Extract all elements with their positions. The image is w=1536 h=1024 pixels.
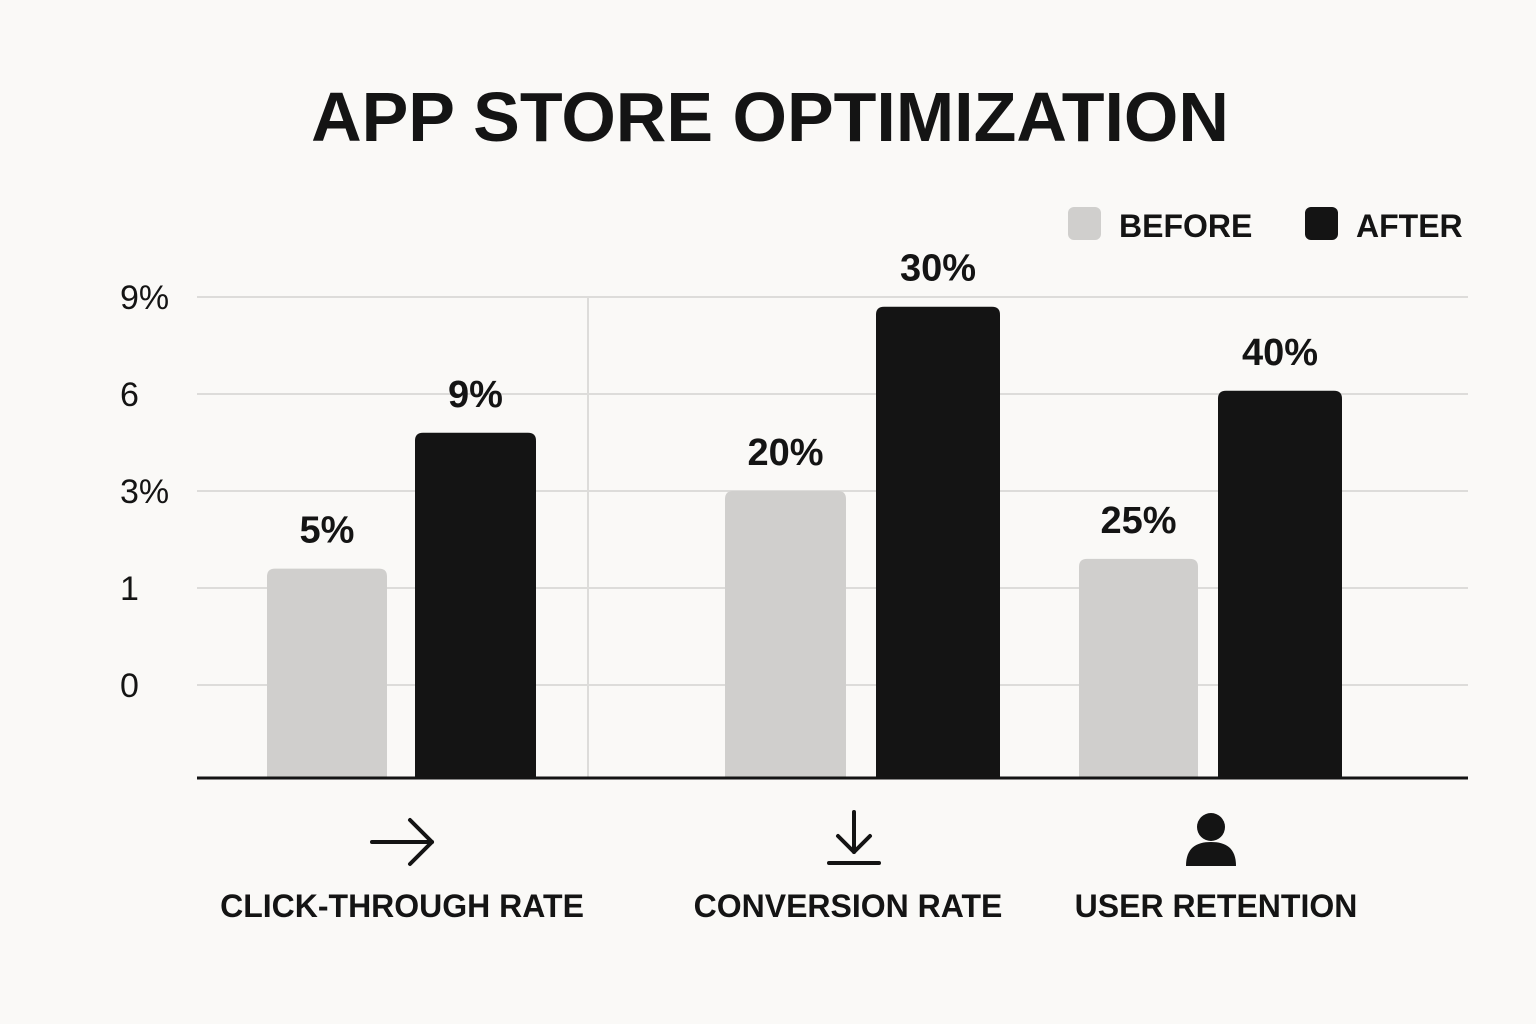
bar-after-user-retention	[1218, 390, 1342, 778]
value-label-before-conversion-rate: 20%	[747, 432, 823, 474]
category-label-conversion-rate: CONVERSION RATE	[694, 888, 1003, 924]
y-tick-label: 1	[120, 570, 139, 608]
value-label-after-user-retention: 40%	[1242, 332, 1318, 374]
legend: BEFORE AFTER	[1068, 207, 1463, 244]
category-labels: CLICK-THROUGH RATE CONVERSION RATE USER RE…	[220, 888, 1357, 924]
download-icon	[827, 810, 881, 865]
y-tick-label: 9%	[120, 279, 169, 317]
bar-after-conversion-rate	[876, 306, 1000, 778]
value-label-after-conversion-rate: 30%	[900, 248, 976, 290]
legend-swatch-before	[1068, 207, 1101, 240]
y-axis-ticks: 9% 6 3% 1 0	[120, 279, 169, 705]
category-label-click-through-rate: CLICK-THROUGH RATE	[220, 888, 584, 924]
chart-title: APP STORE OPTIMIZATION	[311, 78, 1229, 156]
y-tick-label: 3%	[120, 473, 169, 511]
y-tick-label: 6	[120, 376, 139, 414]
bars	[267, 306, 1342, 778]
bar-after-click-through-rate	[415, 432, 536, 778]
value-label-before-click-through-rate: 5%	[300, 510, 355, 552]
user-icon	[1186, 813, 1236, 866]
y-tick-label: 0	[120, 667, 139, 705]
bar-before-conversion-rate	[725, 491, 846, 778]
value-labels: 5% 20% 25% 9% 30% 40%	[300, 248, 1318, 552]
legend-swatch-after	[1305, 207, 1338, 240]
legend-label-before: BEFORE	[1119, 208, 1252, 244]
legend-label-after: AFTER	[1356, 208, 1463, 244]
value-label-before-user-retention: 25%	[1100, 500, 1176, 542]
value-label-after-click-through-rate: 9%	[448, 374, 503, 416]
arrow-right-icon	[370, 818, 434, 866]
bar-before-click-through-rate	[267, 568, 387, 778]
category-label-user-retention: USER RETENTION	[1075, 888, 1358, 924]
bar-before-user-retention	[1079, 558, 1198, 778]
